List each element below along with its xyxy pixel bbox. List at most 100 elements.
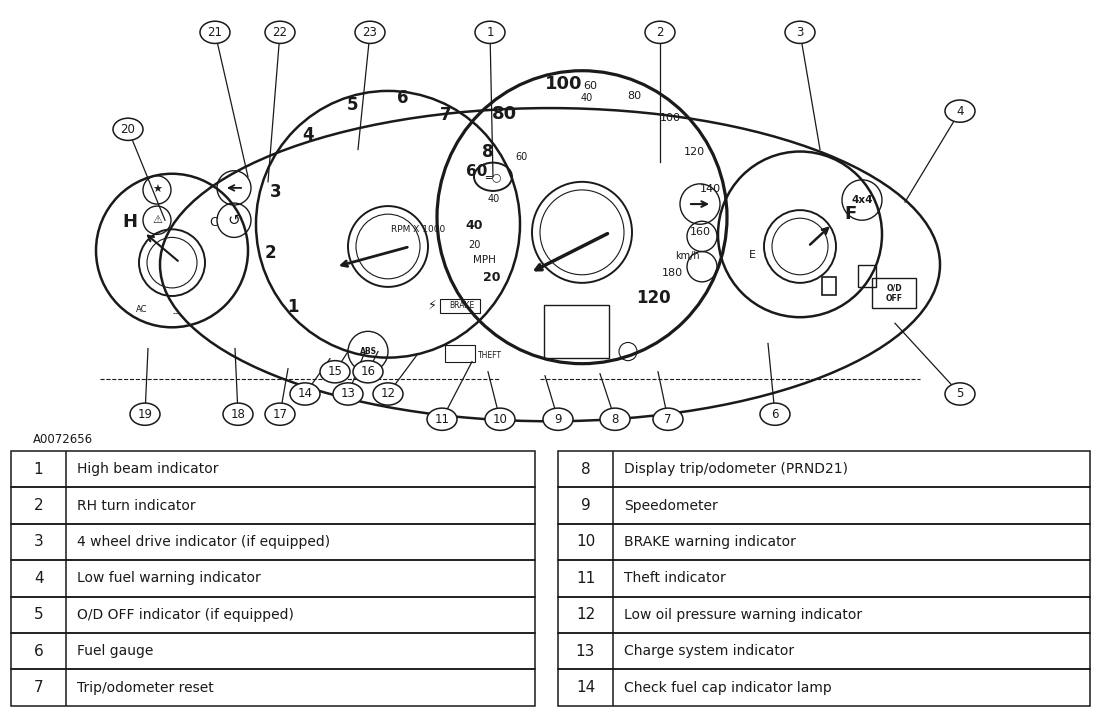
Text: 14: 14 bbox=[297, 388, 312, 401]
Text: 13: 13 bbox=[576, 643, 595, 658]
Text: 80: 80 bbox=[491, 105, 517, 123]
Text: 120: 120 bbox=[683, 146, 704, 157]
Ellipse shape bbox=[355, 22, 385, 43]
Ellipse shape bbox=[223, 403, 253, 425]
Text: 20: 20 bbox=[484, 271, 501, 284]
Text: 17: 17 bbox=[273, 408, 287, 421]
Text: 6: 6 bbox=[772, 408, 778, 421]
Text: ↺: ↺ bbox=[227, 213, 241, 228]
Ellipse shape bbox=[599, 408, 630, 430]
Ellipse shape bbox=[353, 360, 383, 383]
Text: 11: 11 bbox=[435, 413, 449, 426]
Ellipse shape bbox=[427, 408, 457, 430]
Text: 2: 2 bbox=[264, 243, 276, 261]
Text: 10: 10 bbox=[492, 413, 508, 426]
Text: 8: 8 bbox=[581, 462, 591, 477]
Text: 11: 11 bbox=[576, 571, 595, 586]
Text: 40: 40 bbox=[581, 93, 593, 103]
Ellipse shape bbox=[200, 22, 230, 43]
Text: 3: 3 bbox=[796, 26, 804, 39]
Text: 13: 13 bbox=[340, 388, 355, 401]
Ellipse shape bbox=[113, 118, 144, 141]
Text: 6: 6 bbox=[397, 89, 408, 107]
Text: O/D
OFF: O/D OFF bbox=[885, 284, 902, 303]
Ellipse shape bbox=[265, 403, 295, 425]
Ellipse shape bbox=[485, 408, 514, 430]
Text: ★: ★ bbox=[152, 185, 162, 195]
Text: 18: 18 bbox=[231, 408, 245, 421]
Text: 60: 60 bbox=[583, 81, 597, 91]
Text: 5: 5 bbox=[956, 388, 964, 401]
Text: BRAKE: BRAKE bbox=[449, 301, 475, 309]
Text: ABS: ABS bbox=[360, 347, 376, 356]
Ellipse shape bbox=[373, 383, 403, 405]
Text: 15: 15 bbox=[328, 365, 342, 378]
Text: 10: 10 bbox=[576, 534, 595, 549]
Text: 16: 16 bbox=[361, 365, 375, 378]
Text: 180: 180 bbox=[661, 268, 682, 278]
Ellipse shape bbox=[652, 408, 683, 430]
Text: 6: 6 bbox=[34, 643, 43, 658]
Text: ═○: ═○ bbox=[485, 172, 501, 182]
Text: 19: 19 bbox=[138, 408, 152, 421]
Text: 1: 1 bbox=[287, 298, 299, 316]
Text: 100: 100 bbox=[545, 75, 583, 93]
Text: Trip/odometer reset: Trip/odometer reset bbox=[76, 681, 213, 694]
Ellipse shape bbox=[130, 403, 160, 425]
Text: Low fuel warning indicator: Low fuel warning indicator bbox=[76, 572, 261, 585]
Text: ⚡: ⚡ bbox=[427, 299, 436, 312]
Text: 1: 1 bbox=[486, 26, 493, 39]
Text: 5: 5 bbox=[348, 96, 359, 114]
Ellipse shape bbox=[760, 403, 790, 425]
Text: Low oil pressure warning indicator: Low oil pressure warning indicator bbox=[624, 607, 862, 622]
Text: 160: 160 bbox=[690, 228, 711, 238]
Text: H: H bbox=[123, 213, 138, 231]
Text: 22: 22 bbox=[273, 26, 287, 39]
Text: 20: 20 bbox=[468, 241, 480, 251]
Text: AC: AC bbox=[136, 304, 148, 314]
Text: ---: --- bbox=[172, 309, 181, 317]
Text: E: E bbox=[749, 250, 755, 260]
Text: RH turn indicator: RH turn indicator bbox=[76, 498, 195, 513]
Text: Check fuel cap indicator lamp: Check fuel cap indicator lamp bbox=[624, 681, 831, 694]
Text: Speedometer: Speedometer bbox=[624, 498, 718, 513]
Text: 4x4: 4x4 bbox=[851, 195, 873, 205]
Text: THEFT: THEFT bbox=[478, 351, 502, 360]
Text: 100: 100 bbox=[659, 113, 680, 123]
Text: 140: 140 bbox=[700, 184, 721, 194]
Text: 4: 4 bbox=[956, 105, 964, 118]
Text: MPH: MPH bbox=[473, 255, 496, 265]
Ellipse shape bbox=[320, 360, 350, 383]
Text: High beam indicator: High beam indicator bbox=[76, 462, 219, 476]
Text: 9: 9 bbox=[554, 413, 562, 426]
Text: 4: 4 bbox=[302, 126, 314, 144]
Text: 2: 2 bbox=[34, 498, 43, 513]
Text: 40: 40 bbox=[465, 219, 482, 232]
Text: RPM X 1000: RPM X 1000 bbox=[391, 225, 445, 234]
Text: 2: 2 bbox=[656, 26, 664, 39]
Text: Fuel gauge: Fuel gauge bbox=[76, 644, 153, 658]
Text: 8: 8 bbox=[482, 143, 493, 161]
Text: 14: 14 bbox=[576, 680, 595, 695]
Ellipse shape bbox=[290, 383, 320, 405]
Ellipse shape bbox=[645, 22, 675, 43]
Text: 4 wheel drive indicator (if equipped): 4 wheel drive indicator (if equipped) bbox=[76, 535, 330, 549]
Text: O/D OFF indicator (if equipped): O/D OFF indicator (if equipped) bbox=[76, 607, 294, 622]
Text: 7: 7 bbox=[440, 106, 452, 124]
Text: 20: 20 bbox=[120, 123, 136, 136]
Ellipse shape bbox=[785, 22, 815, 43]
Text: 5: 5 bbox=[34, 607, 43, 623]
Text: 80: 80 bbox=[627, 91, 641, 101]
Ellipse shape bbox=[945, 383, 975, 405]
Ellipse shape bbox=[333, 383, 363, 405]
Text: 9: 9 bbox=[581, 498, 591, 513]
Text: 12: 12 bbox=[576, 607, 595, 623]
Text: Charge system indicator: Charge system indicator bbox=[624, 644, 794, 658]
Ellipse shape bbox=[945, 100, 975, 122]
Text: km/h: km/h bbox=[675, 251, 699, 261]
Text: 3: 3 bbox=[270, 183, 282, 201]
Text: Theft indicator: Theft indicator bbox=[624, 572, 725, 585]
Ellipse shape bbox=[475, 22, 505, 43]
Ellipse shape bbox=[265, 22, 295, 43]
Text: F: F bbox=[843, 205, 856, 223]
